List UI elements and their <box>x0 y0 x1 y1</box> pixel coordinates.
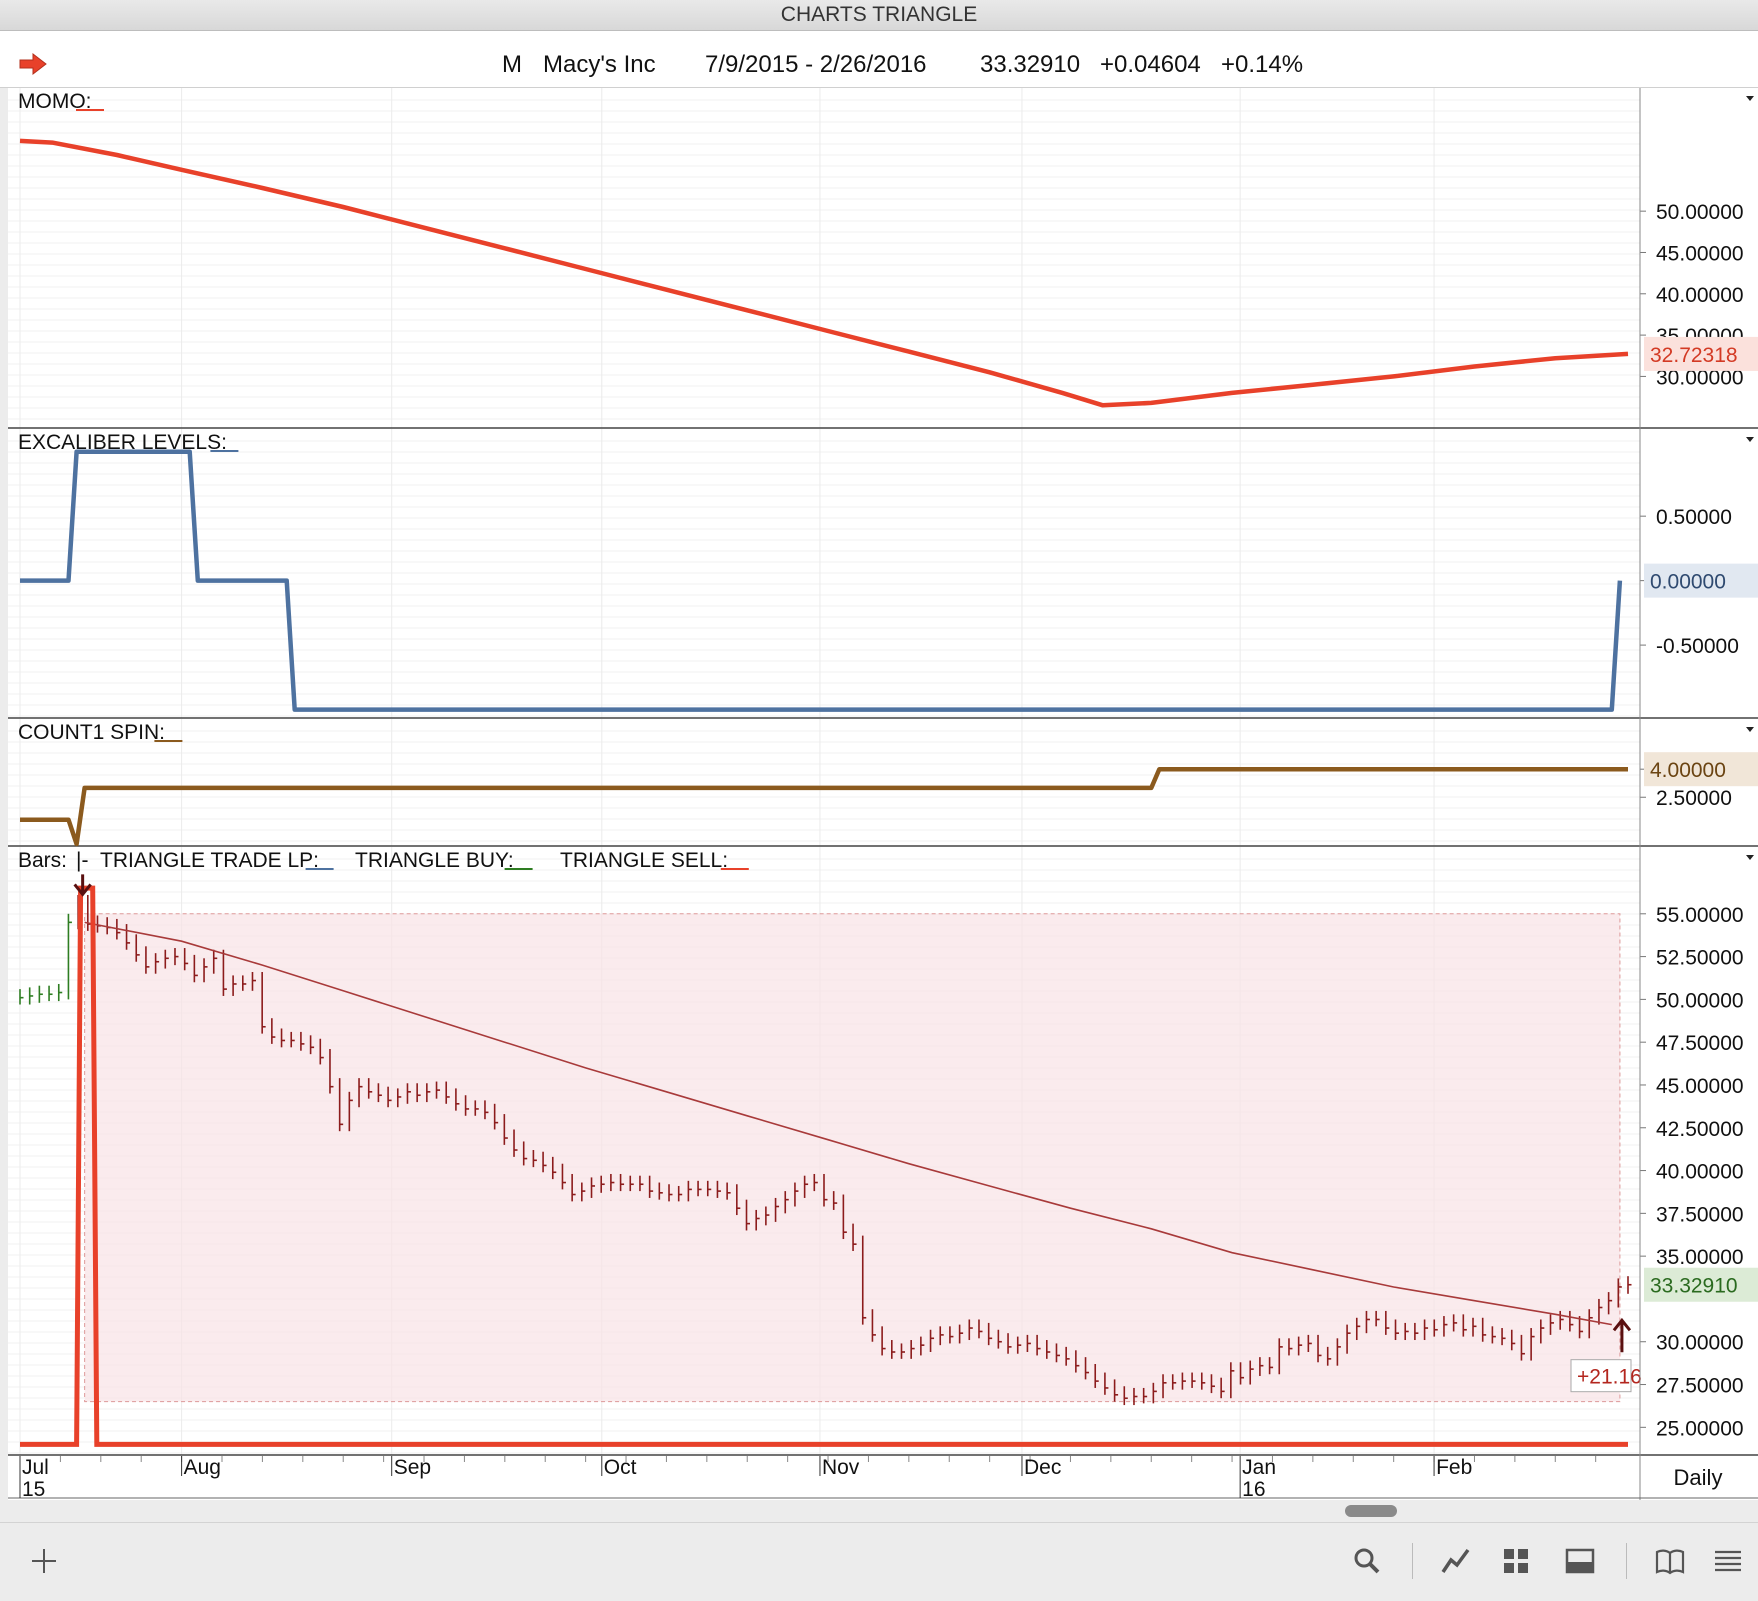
trade-profit-box <box>1570 1359 1632 1393</box>
last-value-label: 0.00000 <box>1650 571 1726 594</box>
y-tick-label: -0.50000 <box>1656 635 1739 658</box>
buy-arrow-icon <box>1612 1317 1632 1353</box>
panel-label: Bars: <box>18 849 67 872</box>
add-icon[interactable] <box>28 1545 60 1577</box>
menu-icon[interactable] <box>1712 1545 1744 1577</box>
triangle-trade-lp-line <box>84 921 1612 1326</box>
search-icon[interactable] <box>1351 1545 1383 1577</box>
price-change-percent: +0.14% <box>1221 51 1304 78</box>
y-tick-label: 30.00000 <box>1656 1332 1744 1355</box>
x-month-label: Aug <box>184 1456 221 1479</box>
legend-label: TRIANGLE BUY: <box>355 849 514 872</box>
company-name: Macy's Inc <box>543 51 656 78</box>
y-tick-label: 2.50000 <box>1656 787 1732 810</box>
toolbar-separator <box>1412 1543 1413 1579</box>
panel-menu-icon <box>1746 437 1754 442</box>
last-value-label: 32.72318 <box>1650 344 1738 367</box>
x-month-label: Jul <box>22 1456 49 1479</box>
symbol-info-bar: M Macy's Inc 7/9/2015 - 2/26/2016 33.329… <box>0 31 1758 88</box>
window-title: CHARTS TRIANGLE <box>0 0 1758 31</box>
y-tick-label: 45.00000 <box>1656 242 1744 265</box>
x-month-label: Jan <box>1242 1456 1276 1479</box>
x-year-label: 16 <box>1242 1478 1265 1500</box>
y-tick-label: 0.50000 <box>1656 506 1732 529</box>
y-tick-label: 40.00000 <box>1656 284 1744 307</box>
x-year-label: 15 <box>22 1478 45 1500</box>
x-month-label: Feb <box>1436 1456 1472 1479</box>
last-value-label: 33.32910 <box>1650 1275 1738 1298</box>
y-tick-label: 27.50000 <box>1656 1375 1744 1398</box>
panel-menu-icon <box>1746 96 1754 101</box>
last-value-box <box>1644 336 1758 371</box>
panel-icon[interactable] <box>1564 1545 1596 1577</box>
navigate-arrow-icon[interactable] <box>18 51 48 77</box>
horizontal-scroll-thumb[interactable] <box>1345 1505 1397 1517</box>
y-tick-label: 47.50000 <box>1656 1032 1744 1055</box>
book-icon[interactable] <box>1654 1545 1686 1577</box>
chart-line-icon[interactable] <box>1440 1545 1472 1577</box>
panel-menu-icon <box>1746 727 1754 732</box>
bottom-toolbar <box>0 1522 1758 1601</box>
y-tick-label: 42.50000 <box>1656 1118 1744 1141</box>
legend-label: TRIANGLE SELL: <box>560 849 728 872</box>
x-month-label: Oct <box>604 1456 637 1479</box>
toolbar-separator <box>1626 1543 1627 1579</box>
y-tick-label: 45.00000 <box>1656 1075 1744 1098</box>
last-price: 33.32910 <box>980 51 1081 78</box>
grid-icon[interactable] <box>1500 1545 1532 1577</box>
bars-style-label: |- <box>76 849 88 872</box>
x-month-label: Sep <box>394 1456 431 1479</box>
y-tick-label: 55.00000 <box>1656 904 1744 927</box>
date-range[interactable]: 7/9/2015 - 2/26/2016 <box>705 51 927 78</box>
last-value-box <box>1644 563 1758 598</box>
symbol-ticker: M <box>502 51 522 78</box>
excaliber-line <box>20 449 1623 712</box>
last-value-box <box>1644 1267 1758 1302</box>
momo-line <box>19 138 1629 408</box>
last-value-box <box>1644 752 1758 787</box>
y-tick-label: 37.50000 <box>1656 1203 1744 1226</box>
panel-label: COUNT1 SPIN: <box>18 721 165 744</box>
y-tick-label: 50.00000 <box>1656 989 1744 1012</box>
chart-area[interactable]: 50.00000 45.00000 40.00000 35.00000 30.00000… <box>8 88 1758 1500</box>
panel-menu-icon <box>1746 855 1754 860</box>
y-tick-label: 30.00000 <box>1656 366 1744 389</box>
triangle-zone <box>84 913 1621 1403</box>
y-tick-label: 52.50000 <box>1656 947 1744 970</box>
y-tick-label: 35.00000 <box>1656 1246 1744 1269</box>
panel-label: EXCALIBER LEVELS: <box>18 431 227 454</box>
legend-label: TRIANGLE TRADE LP: <box>100 849 319 872</box>
period-selector[interactable]: Daily <box>1673 1465 1723 1490</box>
price-change: +0.04604 <box>1100 51 1201 78</box>
sell-arrow-icon <box>73 874 92 897</box>
y-tick-label: 25.00000 <box>1656 1417 1744 1440</box>
last-value-label: 4.00000 <box>1650 759 1726 782</box>
y-tick-label: 50.00000 <box>1656 201 1744 224</box>
x-month-label: Dec <box>1024 1456 1061 1479</box>
trade-profit-label: +21.16 <box>1577 1366 1642 1389</box>
x-month-label: Nov <box>822 1456 860 1479</box>
y-tick-label: 40.00000 <box>1656 1161 1744 1184</box>
count1-line <box>20 766 1628 847</box>
panel-label: MOMO: <box>18 90 92 113</box>
chart-canvas[interactable]: 50.00000 45.00000 40.00000 35.00000 30.00000… <box>8 88 1758 1500</box>
